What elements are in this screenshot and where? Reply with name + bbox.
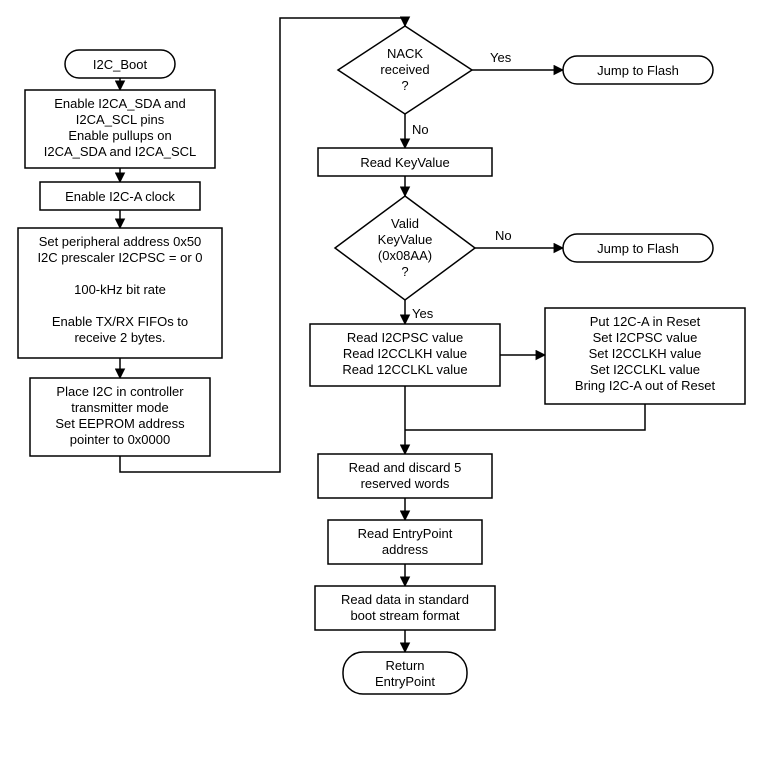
rv-l0: Read I2CPSC value <box>347 330 463 345</box>
b1-l0: Enable I2CA_SDA and <box>54 96 186 111</box>
b4-l1: transmitter mode <box>71 400 169 415</box>
d1-yes-label: Yes <box>490 50 512 65</box>
d2-l2: (0x08AA) <box>378 248 432 263</box>
side-l1: Set I2CPSC value <box>593 330 698 345</box>
flash1-t: Jump to Flash <box>597 63 679 78</box>
ret-l0: Return <box>385 658 424 673</box>
side-l3: Set I2CCLKL value <box>590 362 700 377</box>
d2-l0: Valid <box>391 216 419 231</box>
rd5-l0: Read and discard 5 <box>349 460 462 475</box>
d2-l3: ? <box>401 264 408 279</box>
rv-l2: Read 12CCLKL value <box>342 362 467 377</box>
rbs-l0: Read data in standard <box>341 592 469 607</box>
rep-l1: address <box>382 542 429 557</box>
b4-l2: Set EEPROM address <box>55 416 185 431</box>
b1-l1: I2CA_SCL pins <box>76 112 165 127</box>
b2-t: Enable I2C-A clock <box>65 189 175 204</box>
start-label: I2C_Boot <box>93 57 148 72</box>
edge-side-back <box>405 404 645 430</box>
b3-l5: Enable TX/RX FIFOs to <box>52 314 188 329</box>
b1-l2: Enable pullups on <box>68 128 171 143</box>
rd5-l1: reserved words <box>361 476 450 491</box>
d2-no-label: No <box>495 228 512 243</box>
rbs-l1: boot stream format <box>350 608 459 623</box>
b1-l3: I2CA_SDA and I2CA_SCL <box>44 144 196 159</box>
b3-l1: I2C prescaler I2CPSC = or 0 <box>37 250 202 265</box>
d1-l1: received <box>380 62 429 77</box>
side-l0: Put 12C-A in Reset <box>590 314 701 329</box>
ret-l1: EntryPoint <box>375 674 435 689</box>
flash2-t: Jump to Flash <box>597 241 679 256</box>
side-l4: Bring I2C-A out of Reset <box>575 378 716 393</box>
b4-l3: pointer to 0x0000 <box>70 432 170 447</box>
d2-l1: KeyValue <box>378 232 433 247</box>
rk-t: Read KeyValue <box>360 155 449 170</box>
d1-l2: ? <box>401 78 408 93</box>
d1-no-label: No <box>412 122 429 137</box>
d2-yes-label: Yes <box>412 306 434 321</box>
b4-l0: Place I2C in controller <box>56 384 184 399</box>
rep-l0: Read EntryPoint <box>358 526 453 541</box>
b3-l3: 100-kHz bit rate <box>74 282 166 297</box>
rv-l1: Read I2CCLKH value <box>343 346 467 361</box>
b3-l6: receive 2 bytes. <box>74 330 165 345</box>
d1-l0: NACK <box>387 46 423 61</box>
side-l2: Set I2CCLKH value <box>589 346 702 361</box>
b3-l0: Set peripheral address 0x50 <box>39 234 202 249</box>
